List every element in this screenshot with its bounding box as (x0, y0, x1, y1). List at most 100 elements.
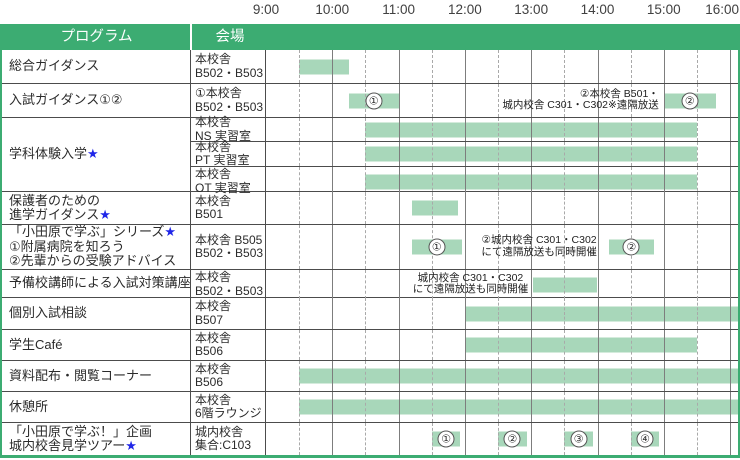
venue-label: 本校舎 (195, 361, 232, 376)
venue-label: B506 (195, 375, 224, 389)
hour-gridline (464, 270, 466, 299)
half-hour-gridline (630, 84, 632, 117)
schedule-row: 予備校講師による入試対策講座 本校舎 B502・B503 城内校舎 C301・C302… (2, 270, 738, 299)
schedule-bar (299, 368, 738, 384)
half-hour-gridline (498, 423, 500, 455)
chart-cell (266, 142, 738, 166)
chart-note-line: 城内校舎 C301・C302 (417, 271, 524, 284)
hour-gridline (332, 330, 334, 360)
half-hour-gridline (365, 423, 367, 455)
schedule-row: 資料配布・閲覧コーナー 本校舎 B506 (2, 361, 738, 392)
program-label: 学科体験入学★ (9, 146, 99, 162)
hour-gridline (464, 423, 466, 455)
half-hour-gridline (431, 392, 433, 422)
hour-gridline (663, 192, 665, 224)
venue-label: 本校舎 (195, 167, 232, 181)
hour-gridline (663, 142, 665, 166)
half-hour-gridline (564, 167, 566, 196)
venue-label: 本校舎 (195, 392, 232, 407)
hour-gridline (531, 167, 533, 196)
hour-gridline (597, 84, 599, 117)
schedule-row: 個別入試相談 本校舎 B507 (2, 298, 738, 330)
schedule-bar (411, 200, 459, 216)
half-hour-gridline (365, 361, 367, 391)
chart-cell (266, 167, 738, 196)
hour-gridline (597, 270, 599, 299)
program-label: 「小田原で学ぶ！」企画 (9, 423, 153, 439)
program-label: 総合ガイダンス (9, 58, 100, 74)
venue-label: 本校舎 (195, 299, 232, 313)
hour-gridline (332, 118, 334, 141)
hour-gridline (398, 142, 400, 166)
hour-gridline (464, 330, 466, 360)
half-hour-gridline (498, 118, 500, 141)
hour-gridline (531, 50, 533, 83)
half-hour-gridline (431, 330, 433, 360)
half-hour-gridline (564, 142, 566, 166)
time-tick-label: 9:00 (252, 2, 280, 17)
hour-gridline (730, 423, 732, 455)
half-hour-gridline (299, 142, 301, 166)
hour-gridline (464, 225, 466, 269)
venue-label: B501 (195, 207, 224, 221)
venue-chart-group: 城内校舎 集合:C103 ① ② ③ ④ (191, 423, 738, 455)
half-hour-gridline (299, 392, 301, 422)
time-tick-label: 10:00 (315, 2, 350, 17)
half-hour-gridline (431, 192, 433, 224)
half-hour-gridline (431, 50, 433, 83)
hour-gridline (464, 392, 466, 422)
hour-gridline (597, 192, 599, 224)
hour-gridline (531, 423, 533, 455)
half-hour-gridline (365, 225, 367, 269)
half-hour-gridline (299, 270, 301, 299)
program-label: ①附属病院を知ろう (9, 238, 125, 254)
chart-note-line: にて遠隔放送も同時開催 (412, 283, 529, 296)
hour-gridline (332, 142, 334, 166)
program-label: 保護者のための (9, 192, 101, 208)
hour-gridline (663, 225, 665, 269)
hour-gridline (730, 361, 732, 391)
hour-gridline (597, 167, 599, 196)
hour-gridline (531, 270, 533, 299)
hour-gridline (531, 84, 533, 117)
half-hour-gridline (630, 298, 632, 329)
half-hour-gridline (431, 423, 433, 455)
hour-gridline (398, 192, 400, 224)
hour-gridline (531, 225, 533, 269)
half-hour-gridline (696, 423, 698, 455)
hour-gridline (730, 50, 732, 83)
venue-label: B502・B503 (195, 65, 264, 80)
venue-chart-group: 本校舎 B502・B503 城内校舎 C301・C302 にて遠隔放送も同時開催 (191, 270, 738, 299)
venue-cell: 本校舎 B507 (191, 298, 266, 329)
program-label: 資料配布・閲覧コーナー (9, 367, 153, 383)
half-hour-gridline (630, 270, 632, 299)
program-label: 「小田原で学ぶ」シリーズ★ (9, 224, 177, 240)
half-hour-gridline (564, 50, 566, 83)
bar-number-marker: ② (503, 430, 521, 448)
chart-cell: ① ② ②城内校舎 C301・C302 にて遠隔放送も同時開催 (266, 225, 738, 269)
hour-gridline (398, 50, 400, 83)
program-cell: 予備校講師による入試対策講座 (2, 270, 191, 297)
half-hour-gridline (696, 118, 698, 141)
half-hour-gridline (299, 423, 301, 455)
venue-label: NS 実習室 (195, 128, 252, 143)
half-hour-gridline (564, 330, 566, 360)
time-tick-label: 11:00 (382, 2, 415, 17)
venue-cell: 本校舎 B506 (191, 361, 266, 391)
hour-gridline (597, 392, 599, 422)
program-cell: 「小田原で学ぶ！」企画 城内校舎見学ツアー★ (2, 423, 191, 455)
venue-cell: 本校舎 PT 実習室 (191, 140, 266, 167)
venue-chart-group: 本校舎 B507 (191, 298, 738, 329)
hour-gridline (531, 298, 533, 329)
hour-gridline (332, 167, 334, 196)
program-cell: 資料配布・閲覧コーナー (2, 361, 191, 391)
chart-cell: ① ② ②本校舎 B501・ 城内校舎 C301・C302※遠隔放送 (266, 84, 738, 117)
venue-chart-group: 本校舎 B502・B503 (191, 50, 738, 83)
hour-gridline (332, 84, 334, 117)
half-hour-gridline (696, 167, 698, 196)
header-divider (190, 24, 192, 50)
hour-gridline (597, 50, 599, 83)
chart-note: ②城内校舎 C301・C302 にて遠隔放送も同時開催 (481, 234, 597, 259)
half-hour-gridline (365, 392, 367, 422)
